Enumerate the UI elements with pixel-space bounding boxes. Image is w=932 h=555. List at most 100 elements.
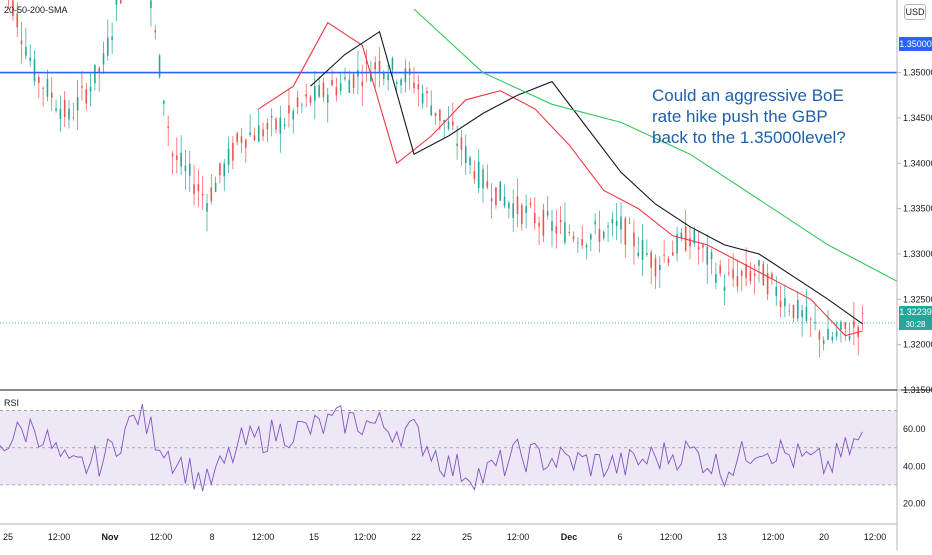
- candle-body: [499, 181, 502, 201]
- candle-body: [538, 222, 540, 227]
- candle-body: [309, 96, 312, 103]
- candle-body: [650, 252, 652, 268]
- candle-body: [85, 89, 88, 104]
- candle-body: [223, 163, 226, 177]
- candle-body: [421, 93, 424, 104]
- candle-body: [72, 117, 75, 119]
- candle-body: [55, 108, 57, 111]
- candle-body: [525, 206, 527, 214]
- candle-body: [637, 252, 640, 256]
- candle-body: [452, 121, 454, 126]
- candle-body: [779, 300, 782, 308]
- candle-body: [551, 221, 553, 231]
- candle-body: [495, 187, 497, 205]
- time-tick-label: 15: [309, 532, 319, 542]
- candle-body: [206, 203, 208, 212]
- candle-body: [771, 273, 773, 279]
- candle-body: [736, 275, 739, 287]
- rsi-tick-label: 40.00: [903, 461, 926, 471]
- sma-line-20-sma: [258, 21, 863, 337]
- candle-body: [102, 53, 105, 65]
- candle-body: [861, 312, 864, 315]
- candle-body: [301, 104, 303, 106]
- candle-body: [12, 0, 14, 17]
- candle-body: [210, 187, 213, 202]
- candle-body: [447, 121, 450, 129]
- candle-body: [408, 68, 411, 75]
- candle-body: [331, 79, 333, 86]
- candle-body: [749, 271, 752, 282]
- candle-body: [693, 230, 696, 244]
- candle-body: [848, 335, 851, 340]
- candle-body: [590, 234, 592, 240]
- candle-body: [641, 240, 644, 260]
- candle-body: [249, 132, 251, 135]
- time-tick-label: 8: [209, 532, 214, 542]
- candle-body: [426, 91, 428, 94]
- candle-body: [624, 218, 627, 245]
- candle-body: [115, 0, 118, 5]
- rsi-tick-label: 20.00: [903, 498, 926, 508]
- sma-line-50-sma: [310, 30, 863, 325]
- candle-body: [89, 86, 92, 92]
- candle-body: [697, 246, 700, 250]
- candle-body: [16, 13, 19, 28]
- candle-body: [434, 112, 437, 116]
- candle-body: [607, 225, 609, 227]
- candle-body: [76, 97, 79, 111]
- candle-body: [503, 196, 506, 206]
- candle-body: [719, 265, 721, 274]
- axis-labels: 1.35000 1.34500 1.34000 1.33500 1.33000 1.325…: [3, 68, 932, 542]
- price-tick-label: 1.34000: [903, 158, 932, 168]
- candle-body: [193, 184, 195, 195]
- candle-body: [577, 242, 579, 244]
- candle-body: [111, 36, 113, 41]
- candle-body: [521, 205, 523, 225]
- candle-body: [646, 252, 648, 255]
- candle-body: [188, 163, 191, 176]
- candle-body: [326, 94, 329, 103]
- candle-body: [805, 307, 808, 321]
- candle-body: [38, 76, 40, 83]
- candle-body: [818, 331, 821, 340]
- candle-body: [430, 105, 433, 116]
- candle-body: [184, 165, 187, 172]
- candle-body: [559, 219, 562, 223]
- candle-body: [676, 233, 678, 254]
- candle-body: [171, 153, 174, 157]
- candle-body: [68, 108, 70, 120]
- candle-body: [176, 155, 178, 160]
- candle-body: [680, 232, 683, 239]
- candle-body: [42, 87, 44, 89]
- candle-body: [740, 271, 743, 276]
- candle-body: [150, 0, 152, 9]
- candle-body: [469, 157, 471, 166]
- candle-body: [197, 184, 200, 192]
- currency-badge[interactable]: USD: [904, 4, 926, 20]
- candle-body: [29, 57, 31, 62]
- time-tick-label: 12:00: [762, 532, 785, 542]
- candle-body: [620, 216, 622, 230]
- candle-body: [288, 105, 290, 114]
- candle-body: [715, 274, 717, 283]
- candle-body: [486, 181, 489, 188]
- candle-body: [383, 72, 385, 79]
- indicator-label: 20-50-200-SMA: [4, 5, 68, 15]
- time-tick-label: 12:00: [354, 532, 377, 542]
- time-tick-label: 6: [617, 532, 622, 542]
- candle-body: [473, 171, 476, 179]
- candle-body: [702, 244, 704, 248]
- candle-body: [439, 109, 441, 121]
- candle-body: [732, 269, 734, 279]
- candle-body: [814, 322, 816, 324]
- candle-body: [365, 60, 368, 64]
- candle-body: [253, 135, 256, 141]
- candle-body: [689, 238, 691, 247]
- candle-body: [797, 299, 799, 319]
- candle-body: [663, 254, 665, 256]
- candle-body: [706, 246, 709, 265]
- candle-body: [296, 97, 299, 107]
- candle-body: [348, 79, 351, 93]
